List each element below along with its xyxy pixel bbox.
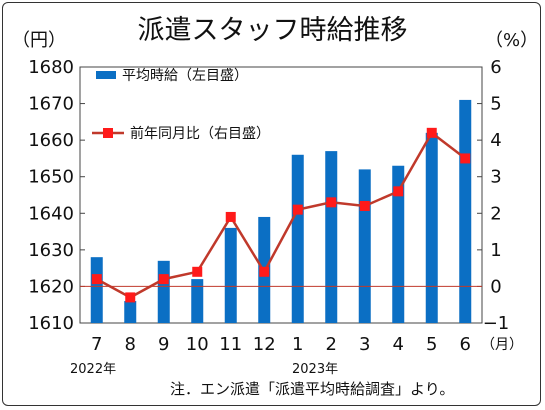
x-tick-label: 11 bbox=[219, 334, 242, 355]
bar bbox=[191, 279, 204, 323]
x-tick-label: 2 bbox=[326, 334, 337, 355]
right-tick-label: 4 bbox=[490, 130, 501, 151]
line-marker bbox=[426, 127, 437, 138]
legend-bar-swatch bbox=[96, 71, 116, 79]
line-marker bbox=[225, 211, 236, 222]
bar bbox=[392, 165, 405, 323]
x-tick-label: 5 bbox=[426, 334, 437, 355]
chart-title: 派遣スタッフ時給推移 bbox=[137, 15, 408, 46]
source-note: 注．エン派遣「派遣平均時給調査」より。 bbox=[170, 380, 455, 398]
year-label-2022: 2022年 bbox=[70, 362, 117, 377]
left-tick-label: 1680 bbox=[28, 57, 74, 78]
right-tick-label: 3 bbox=[490, 167, 501, 188]
right-axis-unit: （%） bbox=[485, 30, 539, 51]
legend-line-marker bbox=[103, 128, 113, 138]
right-tick-label: 6 bbox=[490, 57, 501, 78]
left-tick-label: 1670 bbox=[28, 94, 74, 115]
x-tick-label: 4 bbox=[393, 334, 404, 355]
line-marker bbox=[326, 197, 337, 208]
line-marker bbox=[192, 266, 203, 277]
legend-line-label: 前年同月比（右目盛） bbox=[130, 125, 270, 142]
left-tick-label: 1650 bbox=[28, 167, 74, 188]
right-tick-label: −1 bbox=[483, 313, 510, 334]
bar bbox=[291, 154, 304, 323]
x-tick-label: 7 bbox=[91, 334, 102, 355]
x-tick-label: 6 bbox=[460, 334, 471, 355]
x-tick-label: 12 bbox=[253, 334, 276, 355]
right-tick-label: 0 bbox=[490, 276, 501, 297]
left-tick-label: 1640 bbox=[28, 203, 74, 224]
left-tick-label: 1660 bbox=[28, 130, 74, 151]
x-axis-unit: （月） bbox=[481, 337, 523, 353]
line-marker bbox=[460, 153, 471, 164]
line-marker bbox=[359, 200, 370, 211]
bar bbox=[459, 99, 472, 324]
line-marker bbox=[393, 186, 404, 197]
left-tick-label: 1620 bbox=[28, 276, 74, 297]
chart-frame bbox=[2, 2, 541, 406]
left-axis-unit: （円） bbox=[12, 30, 66, 51]
legend-bar-label: 平均時給（左目盛） bbox=[122, 68, 248, 84]
bar bbox=[124, 301, 137, 323]
line-marker bbox=[91, 274, 102, 285]
x-tick-label: 8 bbox=[125, 334, 136, 355]
line-marker bbox=[158, 274, 169, 285]
left-tick-label: 1610 bbox=[28, 313, 74, 334]
right-tick-label: 1 bbox=[490, 240, 501, 261]
bar bbox=[224, 227, 237, 323]
right-tick-label: 5 bbox=[490, 94, 501, 115]
x-tick-label: 1 bbox=[292, 334, 303, 355]
bar bbox=[157, 260, 170, 323]
bar bbox=[425, 132, 438, 323]
bar bbox=[358, 169, 371, 323]
plot-area bbox=[79, 66, 483, 324]
year-label-2023: 2023年 bbox=[292, 362, 339, 377]
line-marker bbox=[125, 292, 136, 303]
line-marker bbox=[259, 266, 270, 277]
yoy-line bbox=[96, 130, 467, 299]
bar bbox=[325, 151, 338, 323]
bar bbox=[90, 257, 103, 323]
right-tick-label: 2 bbox=[490, 203, 501, 224]
x-tick-label: 3 bbox=[359, 334, 370, 355]
x-tick-label: 9 bbox=[158, 334, 169, 355]
line-marker bbox=[292, 204, 303, 215]
left-tick-label: 1630 bbox=[28, 240, 74, 261]
x-tick-label: 10 bbox=[186, 334, 209, 355]
